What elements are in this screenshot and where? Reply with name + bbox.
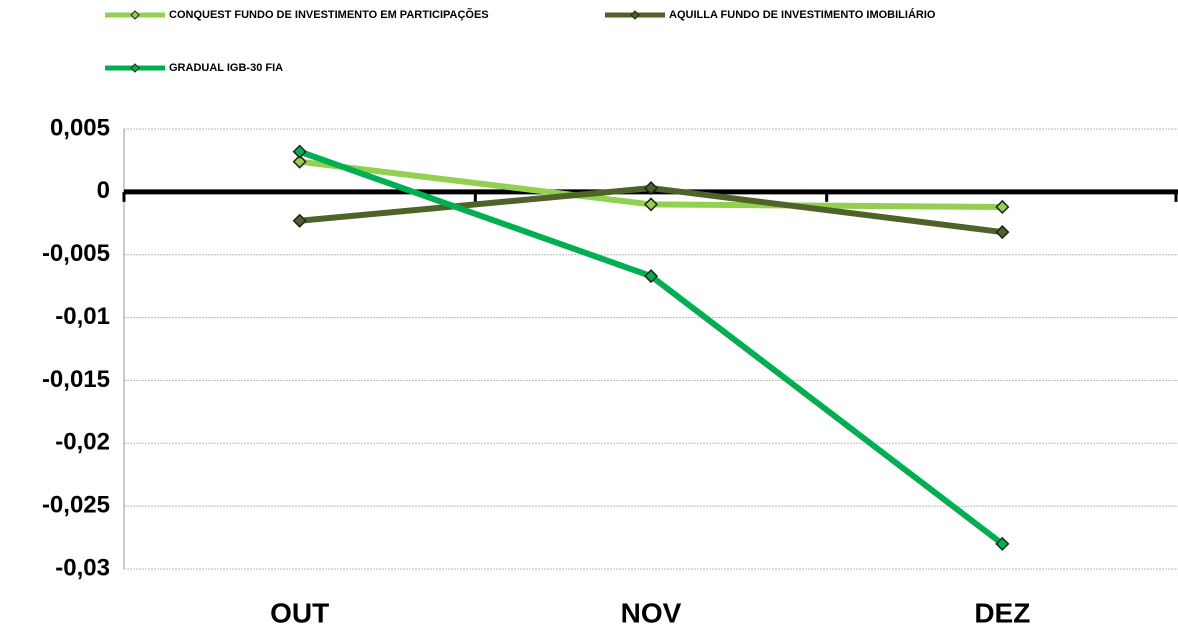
y-tick-label: -0,005 — [42, 240, 110, 267]
legend-label: AQUILLA FUNDO DE INVESTIMENTO IMOBILIÁRI… — [669, 8, 936, 21]
y-tick-label: -0,02 — [55, 429, 110, 456]
y-tick-label: -0,015 — [42, 366, 110, 393]
legend-label: CONQUEST FUNDO DE INVESTIMENTO EM PARTIC… — [169, 8, 489, 21]
y-tick-label: -0,025 — [42, 491, 110, 518]
data-point — [643, 269, 659, 284]
x-tick-label: OUT — [270, 597, 329, 628]
x-tick-label: NOV — [621, 597, 682, 628]
x-tick-label: DEZ — [974, 597, 1030, 628]
data-point — [643, 197, 659, 212]
legend-marker — [630, 10, 640, 20]
y-tick-label: -0,01 — [55, 303, 110, 330]
legend-marker — [130, 10, 140, 20]
data-point — [995, 225, 1010, 240]
legend-label: GRADUAL IGB-30 FIA — [169, 62, 283, 74]
legend-marker — [130, 63, 140, 73]
data-point — [292, 213, 307, 228]
y-tick-label: -0,03 — [55, 554, 110, 581]
data-point — [995, 199, 1010, 215]
data-point — [292, 154, 307, 169]
data-point — [643, 181, 659, 196]
data-point — [292, 144, 307, 159]
data-point — [995, 536, 1010, 551]
y-tick-label: 0 — [97, 177, 110, 204]
y-tick-label: 0,005 — [50, 114, 110, 141]
